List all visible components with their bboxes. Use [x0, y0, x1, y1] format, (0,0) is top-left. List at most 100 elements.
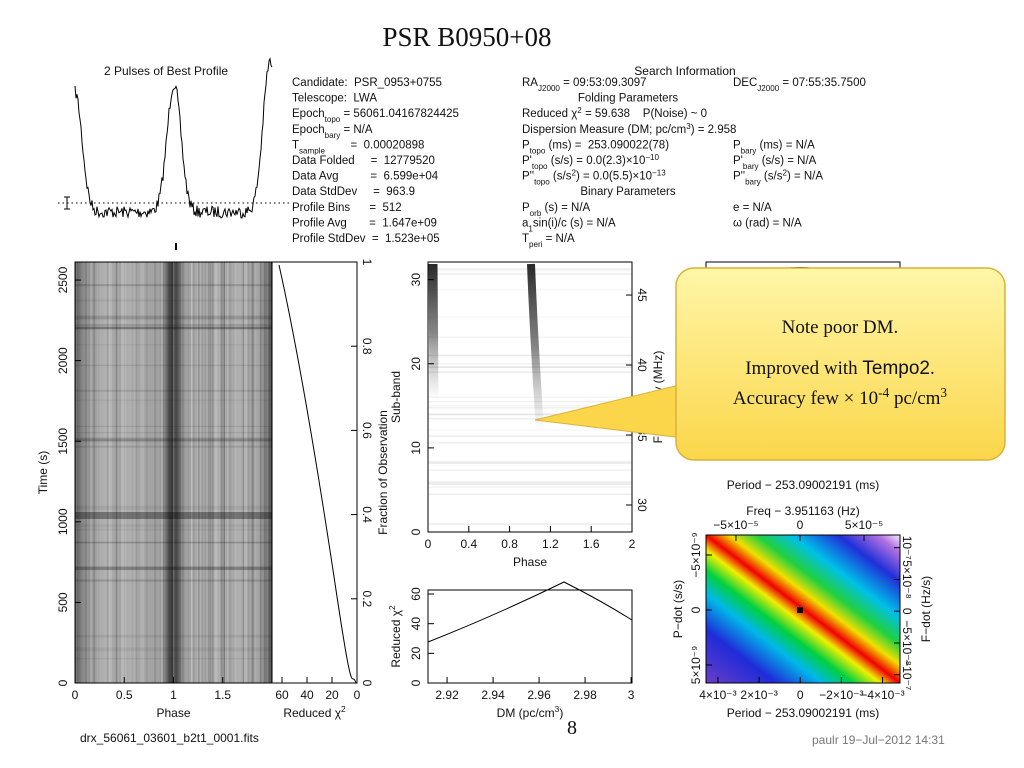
waterfall-texture [75, 634, 272, 638]
waterfall-texture [220, 262, 223, 683]
waterfall-texture [119, 262, 121, 683]
text-part: T [522, 233, 529, 245]
waterfall-texture [256, 262, 259, 683]
x-tick-label: 0 [797, 688, 804, 702]
x-tick-label: 2.92 [435, 688, 459, 702]
waterfall-texture [251, 262, 254, 683]
waterfall-texture [182, 262, 184, 683]
footer-file: drx_56061_03601_b2t1_0001.fits [80, 731, 259, 745]
x-tick-label: 0 [354, 688, 361, 702]
waterfall-texture [122, 262, 125, 683]
waterfall-texture [110, 262, 112, 683]
waterfall-texture [75, 437, 272, 442]
y-tick-label: 20 [409, 646, 423, 660]
text-part: = N/A [340, 124, 373, 136]
info-line: Tperi = N/A [522, 233, 575, 249]
waterfall-texture [254, 262, 257, 683]
waterfall-texture [75, 425, 272, 427]
info-line: P'topo (s/s) = 0.0(2.3)×10−10 [522, 153, 660, 171]
subband-texture [428, 481, 632, 483]
waterfall-texture [207, 262, 210, 683]
y2-tick-label: 0.2 [360, 590, 374, 607]
waterfall-texture [124, 262, 127, 683]
waterfall-texture [75, 505, 272, 510]
waterfall-texture [215, 262, 217, 683]
pulse-track [527, 263, 544, 431]
subband-texture [428, 354, 632, 357]
x-tick-label: 0 [425, 537, 432, 551]
subband-texture [428, 405, 632, 407]
waterfall-band [75, 512, 272, 519]
subscript: peri [529, 240, 543, 249]
waterfall-texture [226, 262, 228, 683]
waterfall-texture [191, 262, 193, 683]
subscript: J2000 [757, 84, 779, 93]
y2-tick-label: 0 [900, 608, 914, 615]
waterfall-texture [99, 262, 102, 683]
waterfall-image [75, 262, 272, 683]
waterfall-texture [76, 262, 78, 683]
best-point [797, 607, 803, 613]
subband-texture [428, 441, 632, 444]
y-tick-label: 60 [409, 587, 423, 601]
waterfall-texture [181, 262, 183, 683]
waterfall-texture [75, 364, 272, 367]
panel-frame [427, 589, 633, 684]
x2-tick-label: −5×10⁻⁵ [713, 518, 758, 532]
waterfall-texture [161, 262, 163, 683]
waterfall-texture [106, 262, 109, 683]
waterfall-texture [109, 262, 110, 683]
text-part: ) = 0.0(5.5)×10 [576, 171, 652, 183]
waterfall-texture [75, 524, 272, 528]
waterfall-texture [243, 262, 245, 683]
waterfall-texture [110, 262, 112, 683]
waterfall-texture [154, 262, 156, 683]
waterfall-texture [173, 262, 175, 683]
subband-texture [428, 462, 632, 464]
y2-tick-label: −5×10⁻⁸ [900, 620, 914, 665]
waterfall-texture [141, 262, 144, 683]
waterfall-texture [215, 262, 217, 683]
superscript: 2 [571, 168, 576, 177]
waterfall-texture [114, 262, 116, 683]
info-line: P'bary (s/s) = N/A [733, 155, 817, 171]
waterfall-texture [234, 262, 237, 683]
y2-tick-label: 0.4 [360, 506, 374, 523]
waterfall-texture [75, 579, 272, 582]
text-part: DM (pc/cm [497, 706, 555, 720]
waterfall-texture [259, 262, 262, 683]
superscript: −13 [652, 168, 666, 177]
y2-axis-label: Fraction of Observation [376, 410, 390, 535]
waterfall-texture [256, 262, 258, 683]
subband-texture [428, 523, 632, 525]
search-title: Search Information [634, 64, 735, 78]
x-tick-label: 0.4 [460, 537, 477, 551]
subscript: bary [325, 131, 341, 140]
subscript: topo [534, 177, 550, 186]
y-tick-label: 0 [56, 679, 70, 686]
x-tick-label: 2 [629, 537, 636, 551]
x-tick-label: −4×10⁻³ [860, 688, 904, 702]
text-part: (s) = N/A [541, 202, 590, 214]
waterfall-texture [87, 262, 90, 683]
subscript: J2000 [538, 84, 560, 93]
waterfall-texture [153, 262, 154, 683]
y2-tick-label: 1 [360, 259, 374, 266]
subband-texture [428, 429, 632, 431]
panel-frame [705, 534, 901, 684]
y-axis-label: Reduced χ2 [387, 605, 403, 668]
pulse-track [428, 263, 439, 401]
sans-text: Tempo2 [862, 358, 930, 379]
waterfall-texture [75, 657, 272, 660]
text-part: (ms) = N/A [756, 140, 815, 152]
text-part: = N/A [542, 233, 575, 245]
waterfall-texture [232, 262, 233, 683]
waterfall-texture [75, 439, 272, 443]
waterfall-texture [153, 262, 155, 683]
waterfall-texture [75, 284, 272, 287]
x-tick-label: 2.96 [527, 688, 551, 702]
waterfall-texture [121, 262, 123, 683]
y2-axis-label: F−dot (Hz/s) [919, 576, 933, 642]
x-tick-label: 2.98 [573, 688, 597, 702]
